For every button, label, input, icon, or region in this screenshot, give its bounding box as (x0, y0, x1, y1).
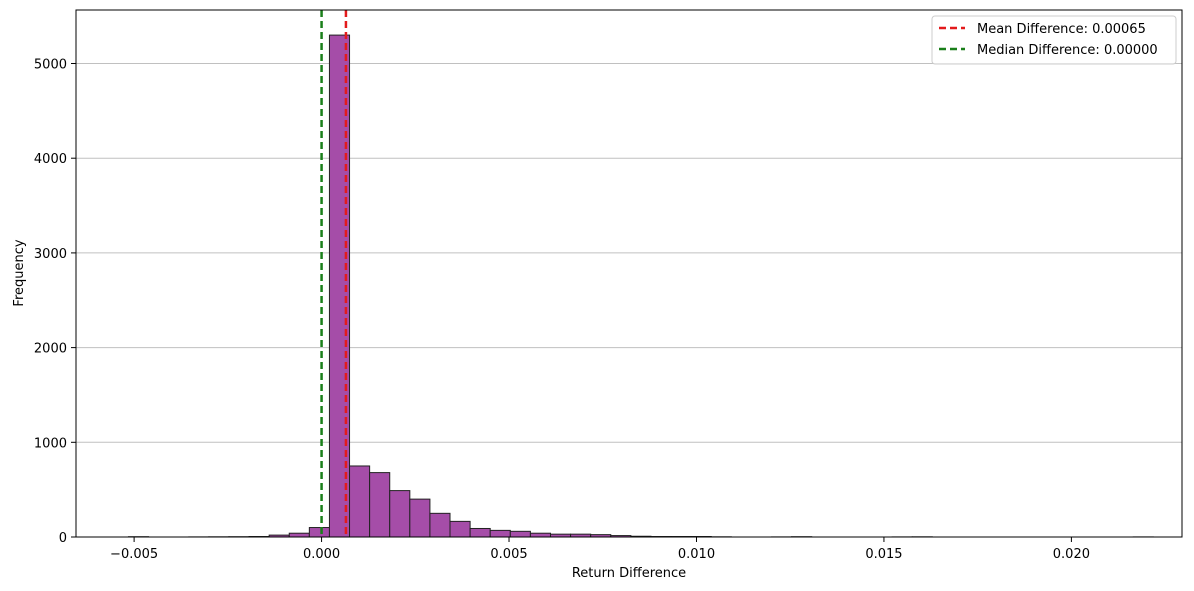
histogram-bars (127, 34, 1154, 538)
histogram-bar (369, 472, 391, 538)
legend-label: Mean Difference: 0.00065 (977, 22, 1146, 37)
histogram-bar (449, 520, 471, 538)
histogram-bar (489, 529, 511, 538)
y-axis-label: Frequency (12, 239, 27, 306)
legend-label: Median Difference: 0.00000 (977, 43, 1158, 58)
x-tick-label: 0.005 (490, 547, 527, 562)
x-tick-label: 0.000 (303, 547, 340, 562)
histogram-bar (509, 530, 531, 538)
legend-box (931, 15, 1177, 65)
y-axis-ticks: 0 1000 2000 3000 4000 5000 (34, 58, 76, 546)
histogram-bar (288, 532, 310, 538)
y-tick-label: 4000 (34, 152, 67, 167)
x-axis-ticks: −0.005 0.000 0.005 0.010 0.015 0.020 (110, 537, 1090, 562)
x-tick-label: −0.005 (110, 547, 158, 562)
histogram-bar (409, 498, 431, 538)
y-tick-label: 1000 (34, 436, 67, 451)
x-tick-label: 0.010 (678, 547, 715, 562)
x-tick-label: 0.015 (865, 547, 902, 562)
histogram-bar (308, 527, 330, 538)
histogram-bar (349, 465, 371, 538)
y-tick-label: 0 (59, 531, 67, 546)
y-tick-label: 3000 (34, 247, 67, 262)
legend: Mean Difference: 0.00065 Median Differenc… (931, 15, 1177, 65)
x-axis-label: Return Difference (572, 566, 686, 581)
x-tick-label: 0.020 (1053, 547, 1090, 562)
y-tick-label: 2000 (34, 342, 67, 357)
plot-frame (75, 9, 1183, 538)
grid-lines (76, 63, 1182, 443)
histogram-bar (469, 527, 491, 538)
y-tick-label: 5000 (34, 58, 67, 73)
histogram-bar (389, 490, 411, 538)
histogram-bar (529, 532, 551, 538)
histogram-bar (429, 512, 451, 538)
